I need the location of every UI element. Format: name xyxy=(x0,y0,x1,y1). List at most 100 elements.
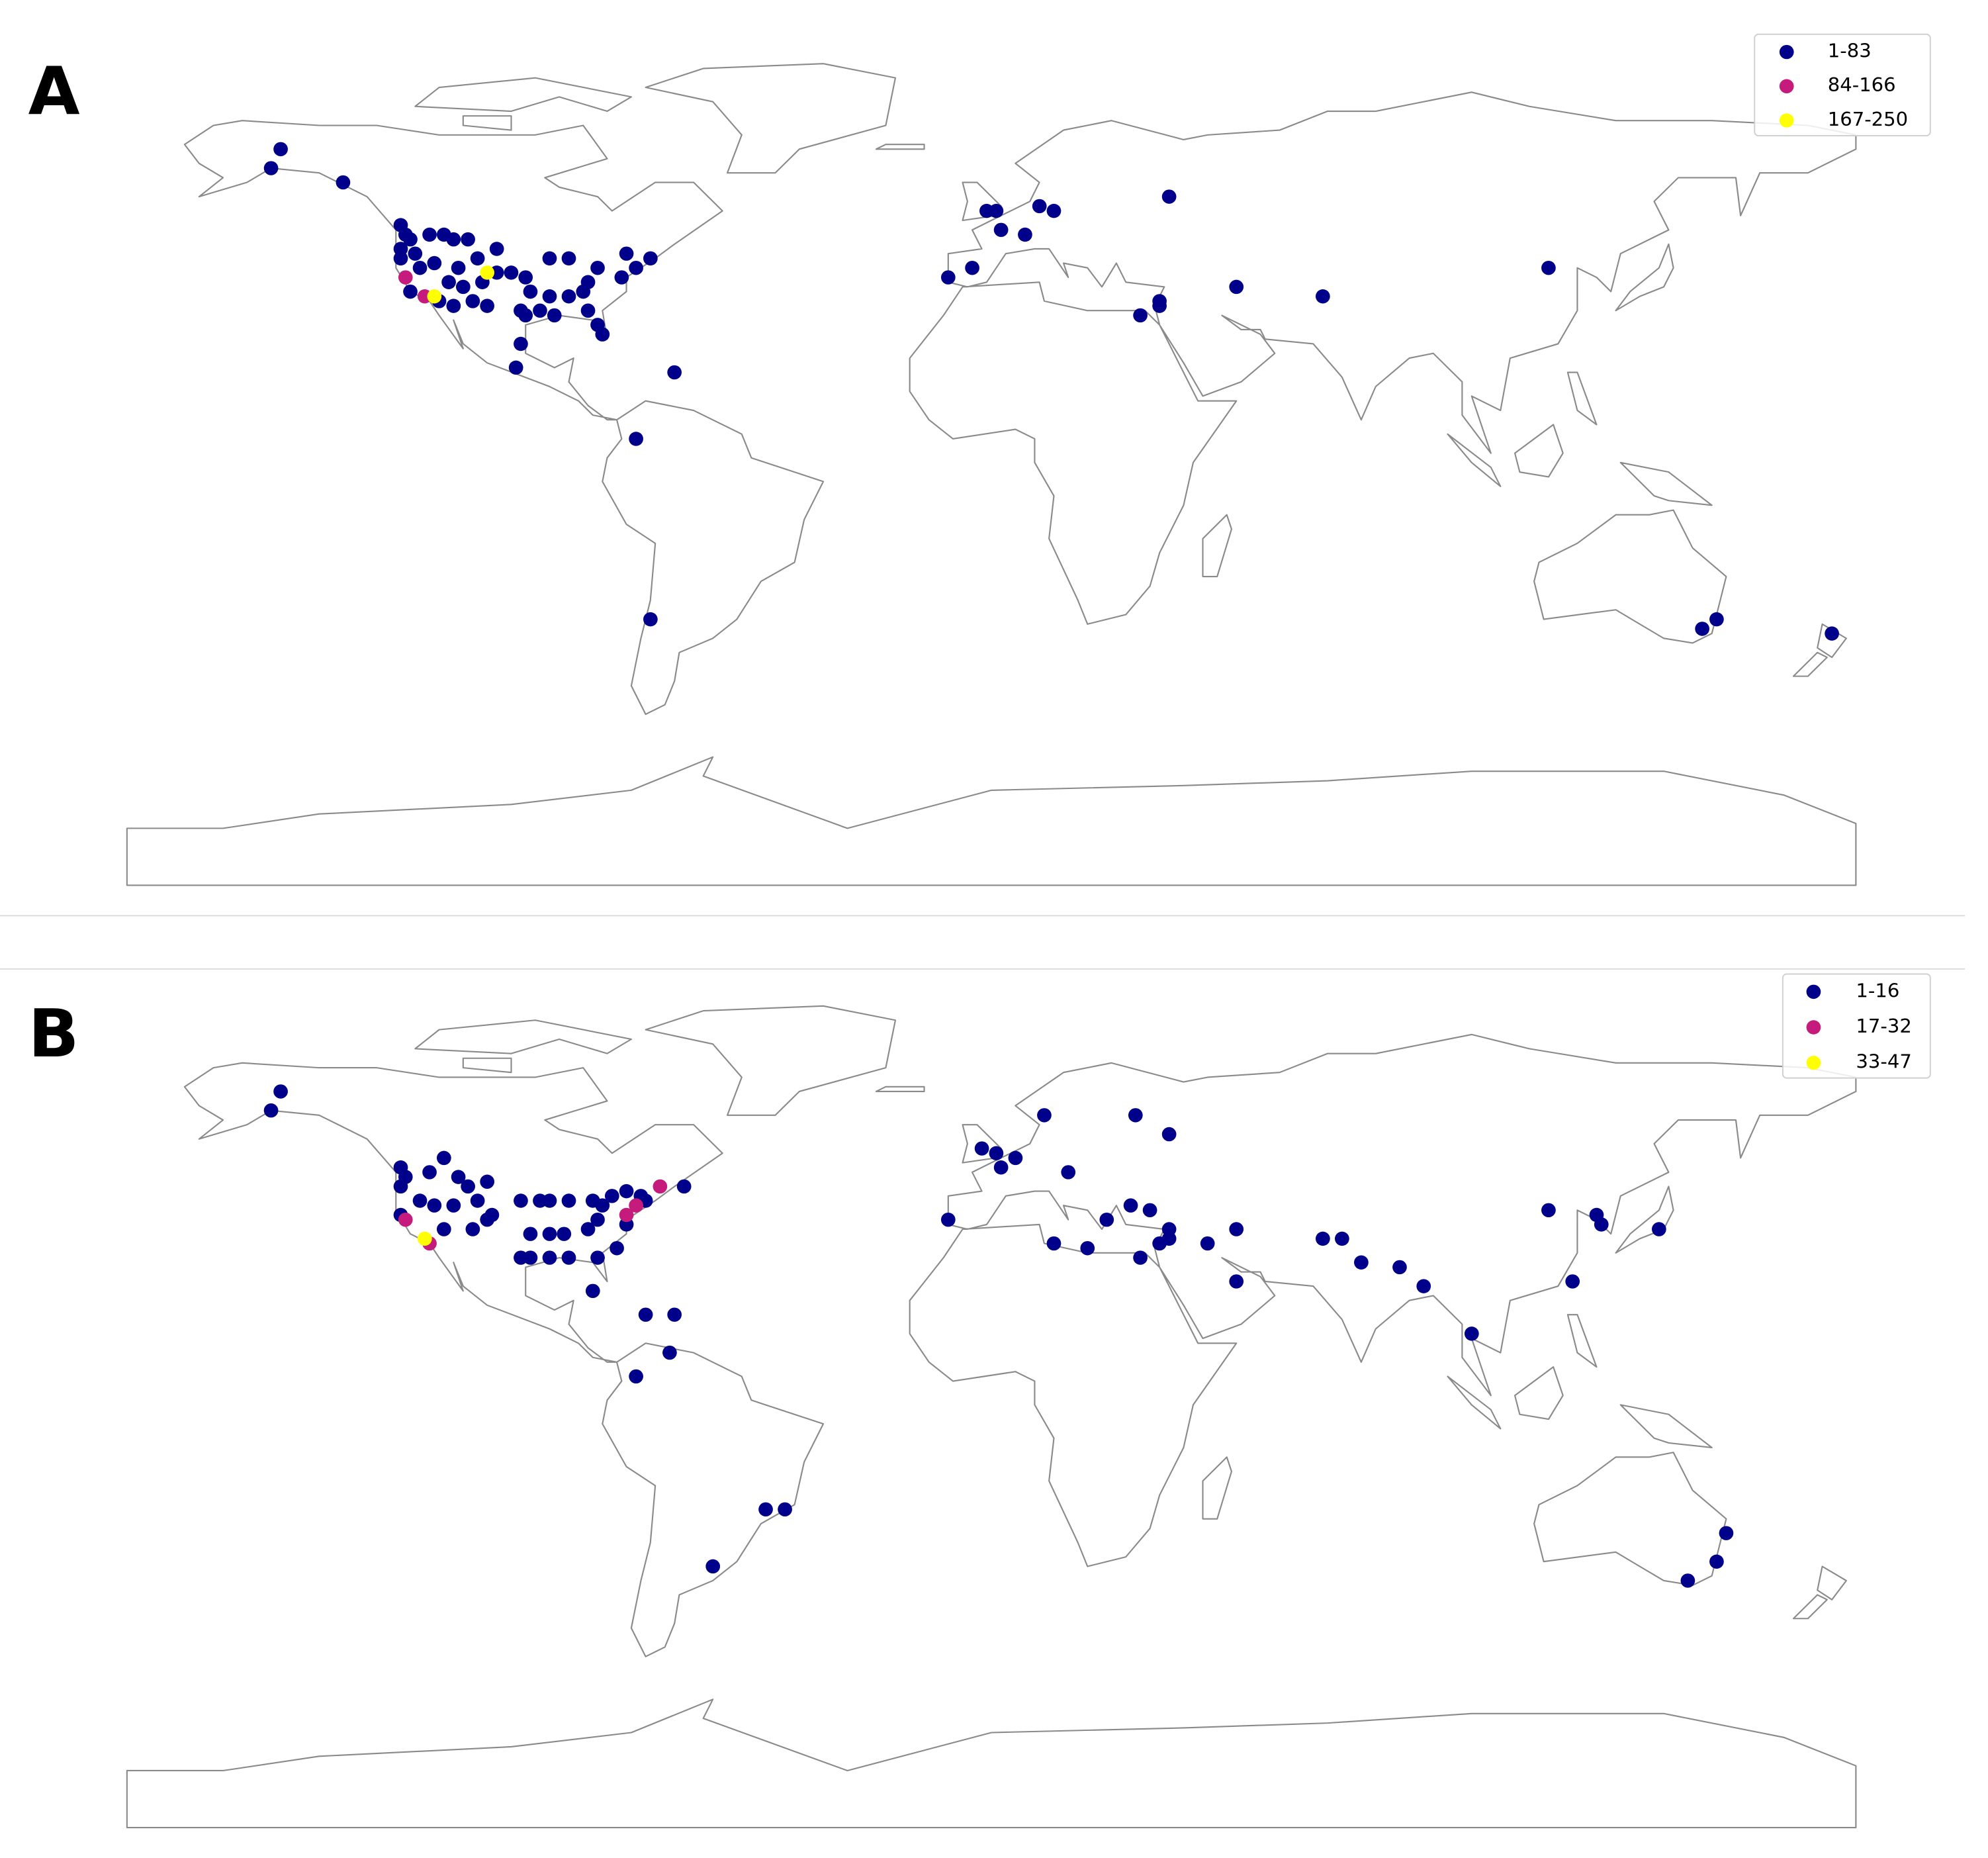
location-point xyxy=(1651,1222,1666,1236)
location-point xyxy=(398,270,413,285)
location-point xyxy=(451,260,466,275)
location-point xyxy=(480,265,494,280)
location-point xyxy=(1152,299,1167,313)
location-point xyxy=(585,1283,600,1299)
location-point xyxy=(1099,1212,1114,1227)
location-point xyxy=(523,284,538,299)
legend-box xyxy=(1754,33,1931,136)
location-point xyxy=(580,1222,596,1236)
legend-marker xyxy=(1779,113,1794,128)
location-point xyxy=(1229,279,1244,295)
location-point xyxy=(974,1141,989,1156)
location-point xyxy=(993,222,1009,238)
location-point xyxy=(619,1184,634,1199)
location-point xyxy=(504,265,519,280)
location-point xyxy=(542,289,557,304)
location-point xyxy=(412,1193,428,1208)
location-point xyxy=(427,289,442,304)
location-point xyxy=(533,303,547,318)
location-point xyxy=(1416,1279,1431,1293)
location-point xyxy=(523,1250,538,1265)
location-point xyxy=(989,203,1004,218)
panel-label: B xyxy=(28,996,79,1072)
location-point xyxy=(638,1307,653,1322)
location-point xyxy=(542,1227,557,1241)
location-point xyxy=(403,232,418,247)
location-point xyxy=(667,1307,682,1322)
location-point xyxy=(514,303,528,318)
location-point xyxy=(403,284,418,299)
location-point xyxy=(1316,289,1330,304)
location-point xyxy=(470,1193,485,1208)
location-point xyxy=(1335,1231,1349,1246)
legend-marker xyxy=(1779,44,1794,60)
location-point xyxy=(470,251,485,266)
location-point xyxy=(436,1150,451,1166)
map-panel: B 1-16 17-32 33-47 xyxy=(28,973,1931,1829)
location-point xyxy=(1594,1217,1609,1232)
location-point xyxy=(1046,1236,1062,1251)
legend-marker xyxy=(1806,1055,1821,1070)
location-point xyxy=(1080,1240,1095,1256)
location-point xyxy=(662,1345,677,1360)
panel-label: A xyxy=(28,53,80,130)
location-point xyxy=(393,251,408,266)
location-point xyxy=(422,227,437,242)
location-point xyxy=(1037,1108,1052,1123)
location-point xyxy=(1133,308,1148,323)
location-point xyxy=(427,1198,442,1213)
location-point xyxy=(557,1227,572,1241)
location-point xyxy=(393,1179,408,1194)
location-point xyxy=(263,161,279,175)
location-point xyxy=(441,275,456,289)
legend-marker xyxy=(1779,79,1794,94)
location-point xyxy=(514,336,528,351)
legend-marker xyxy=(1806,984,1821,999)
location-point xyxy=(629,1369,643,1384)
legend-label: 1-16 xyxy=(1856,979,1899,1001)
location-point xyxy=(263,1103,279,1118)
location-point xyxy=(1061,1165,1076,1180)
location-point xyxy=(408,246,423,261)
location-point xyxy=(619,246,634,261)
location-point xyxy=(446,1198,461,1213)
location-point xyxy=(446,232,461,247)
location-point xyxy=(940,1212,956,1227)
location-point xyxy=(1392,1260,1407,1275)
location-point xyxy=(705,1559,721,1574)
location-point xyxy=(580,303,596,318)
land-outline xyxy=(126,1005,1857,1829)
location-point xyxy=(398,1212,413,1227)
legend-label: 167-250 xyxy=(1828,108,1908,130)
location-point xyxy=(1680,1573,1695,1588)
location-point xyxy=(547,308,562,323)
location-point xyxy=(1018,227,1032,242)
location-point xyxy=(1046,203,1062,218)
location-point xyxy=(1161,1231,1177,1246)
location-point xyxy=(1825,626,1839,641)
location-point xyxy=(1200,1236,1215,1251)
location-point xyxy=(336,175,351,190)
location-point xyxy=(1719,1526,1734,1540)
location-point xyxy=(1133,1250,1148,1265)
location-point xyxy=(610,1240,624,1256)
location-point xyxy=(523,1227,538,1241)
location-point xyxy=(456,279,471,295)
location-point xyxy=(643,251,658,266)
location-point xyxy=(1161,189,1177,204)
location-point xyxy=(561,251,576,266)
location-point xyxy=(1709,612,1724,627)
location-point xyxy=(580,275,596,289)
location-point xyxy=(436,1222,451,1236)
location-point xyxy=(1541,260,1556,275)
location-point xyxy=(480,299,494,313)
location-point xyxy=(480,1212,494,1227)
location-point xyxy=(590,260,605,275)
legend-label: 84-166 xyxy=(1828,73,1896,96)
location-point xyxy=(465,294,480,308)
location-point xyxy=(778,1502,792,1517)
location-point xyxy=(590,1212,605,1227)
location-point xyxy=(461,232,475,247)
location-point xyxy=(1128,1108,1143,1123)
